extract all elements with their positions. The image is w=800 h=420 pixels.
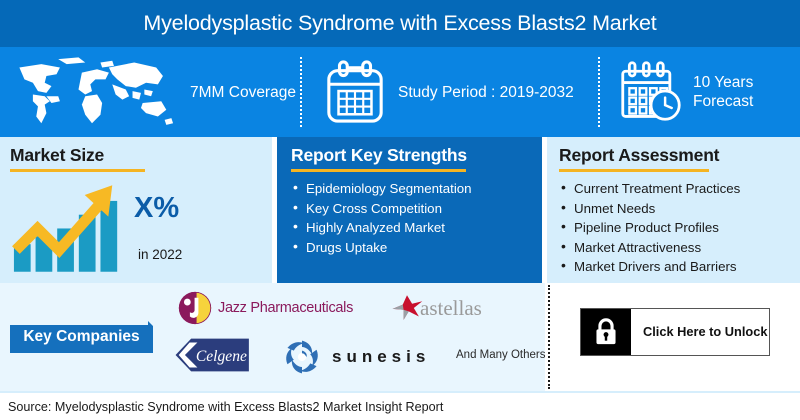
list-item: Market Drivers and Barriers xyxy=(559,256,800,277)
lock-icon xyxy=(581,309,631,355)
astellas-wordmark: astellas xyxy=(420,295,482,320)
market-size-heading: Market Size xyxy=(10,145,105,165)
sunesis-logo: sunesis xyxy=(280,337,430,377)
list-item: Current Treatment Practices xyxy=(559,178,800,199)
source-text: Source: Myelodysplastic Syndrome with Ex… xyxy=(8,399,444,414)
company-logo-grid: Jazz Pharmaceuticals astellas Celgene xyxy=(168,287,545,387)
panel-report-assessment: Report Assessment Current Treatment Prac… xyxy=(547,137,800,283)
stat-coverage-label: 7MM Coverage xyxy=(190,83,296,101)
jazz-mark-icon xyxy=(178,291,212,325)
report-key-strengths-list: Epidemiology Segmentation Key Cross Comp… xyxy=(291,178,542,258)
list-item: Pipeline Product Profiles xyxy=(559,217,800,238)
panel-report-key-strengths: Report Key Strengths Epidemiology Segmen… xyxy=(277,137,542,283)
sunesis-swirl-icon xyxy=(280,337,324,377)
title-banner: Myelodysplastic Syndrome with Excess Bla… xyxy=(0,0,800,47)
calendar-clock-icon xyxy=(619,59,681,125)
report-assessment-underline xyxy=(559,169,709,172)
middle-panels-row: Market Size xyxy=(0,137,800,283)
growth-bar-chart-arrow-icon xyxy=(10,179,128,274)
market-size-percent: X% xyxy=(134,192,180,224)
stats-banner: 7MM Coverage Study Pe xyxy=(0,47,800,137)
page-title: Myelodysplastic Syndrome with Excess Bla… xyxy=(143,11,657,35)
astellas-star-icon xyxy=(390,293,424,323)
market-size-underline xyxy=(10,169,145,172)
stat-forecast: 10 Years Forecast xyxy=(605,47,800,137)
market-size-values: X% in 2022 xyxy=(134,179,182,262)
list-item: Highly Analyzed Market xyxy=(291,217,542,238)
list-item: Unmet Needs xyxy=(559,198,800,219)
list-item: Market Attractiveness xyxy=(559,237,800,258)
report-assessment-list: Current Treatment Practices Unmet Needs … xyxy=(559,178,800,277)
footer-bar: Source: Myelodysplastic Syndrome with Ex… xyxy=(0,393,800,420)
unlock-button[interactable]: Click Here to Unlock xyxy=(580,308,770,356)
unlock-button-label: Click Here to Unlock xyxy=(643,324,768,339)
report-key-strengths-heading: Report Key Strengths xyxy=(291,145,467,165)
report-assessment-heading: Report Assessment xyxy=(559,145,720,165)
panel-market-size: Market Size xyxy=(0,137,272,283)
companies-vertical-divider xyxy=(548,285,550,389)
world-map-icon xyxy=(6,54,178,130)
stat-coverage: 7MM Coverage xyxy=(0,47,310,137)
stat-divider-2 xyxy=(598,57,600,127)
market-size-body: X% in 2022 xyxy=(10,179,272,274)
jazz-pharmaceuticals-wordmark: Jazz Pharmaceuticals xyxy=(218,300,354,316)
celgene-mark-icon: Celgene xyxy=(174,335,252,375)
and-many-others-label: And Many Others xyxy=(456,349,546,361)
list-item: Drugs Uptake xyxy=(291,237,542,258)
key-companies-badge: Key Companies xyxy=(10,321,153,353)
stat-study-period-label: Study Period : 2019-2032 xyxy=(398,83,574,101)
market-size-year: in 2022 xyxy=(138,247,183,262)
sunesis-wordmark: sunesis xyxy=(332,347,431,366)
calendar-icon xyxy=(324,59,386,125)
footer-divider xyxy=(0,391,800,393)
list-item: Key Cross Competition xyxy=(291,198,542,219)
key-companies-badge-label: Key Companies xyxy=(23,328,140,345)
stat-forecast-label: 10 Years Forecast xyxy=(693,74,754,110)
key-companies-row: Key Companies Jazz Pharmaceuticals xyxy=(0,283,800,393)
jazz-pharmaceuticals-logo: Jazz Pharmaceuticals xyxy=(178,291,353,325)
unlock-panel: Click Here to Unlock xyxy=(552,283,800,391)
astellas-logo: astellas xyxy=(390,293,482,323)
svg-text:Celgene: Celgene xyxy=(196,348,247,365)
celgene-logo: Celgene xyxy=(174,335,252,375)
stat-study-period: Study Period : 2019-2032 xyxy=(310,47,605,137)
list-item: Epidemiology Segmentation xyxy=(291,178,542,199)
stat-divider-1 xyxy=(300,57,302,127)
report-key-strengths-underline xyxy=(291,169,466,172)
